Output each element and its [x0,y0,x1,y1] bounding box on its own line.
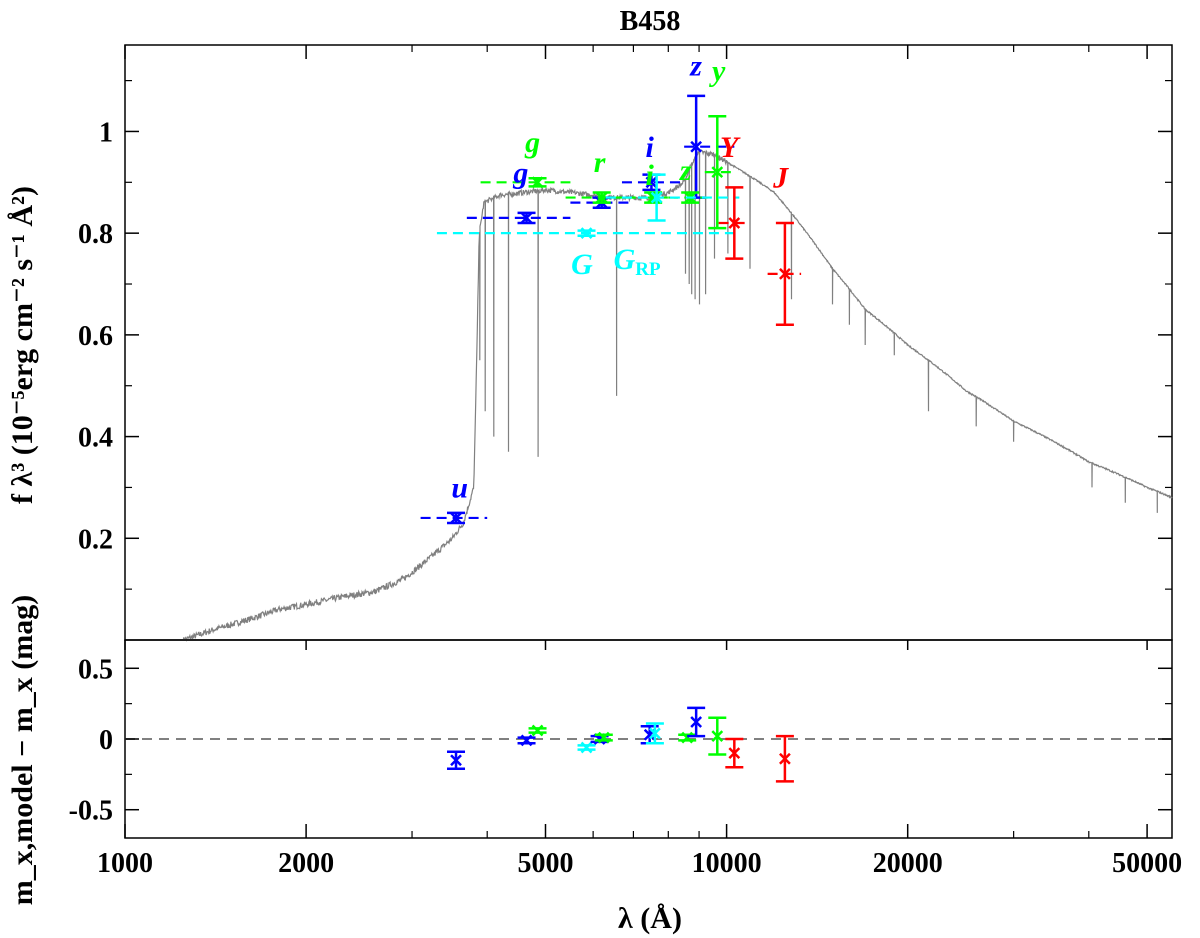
band-label: r [594,146,606,179]
band-label: GRP [614,243,661,280]
y-tick-label: 0.5 [78,654,113,685]
band-label: z [679,154,692,187]
residual-marker [728,747,741,760]
photometry-marker [690,140,703,153]
band-label: g [512,156,528,189]
residual-marker [649,727,661,740]
residual-marker [711,730,724,743]
bottom-y-axis-title: m_x,model − m_x (mag) [6,595,39,905]
x-axis-title: λ (Å) [618,902,682,935]
top-y-axis: 0.2 0.4 0.6 0.8 1 [78,79,1172,590]
residual-marker [580,741,593,754]
residual-marker [531,724,544,737]
photometry-marker [450,512,462,524]
y-tick-label: -0.5 [69,796,113,827]
top-y-axis-title: f λ³ (10⁻⁵erg cm⁻² s⁻¹ Å²) [6,186,39,504]
residual-marker [690,716,703,728]
photometry-marker [520,212,533,224]
photometry-marker [595,191,608,204]
chart-title: B458 [620,6,681,37]
y-tick-label: 0.6 [78,321,113,352]
photometry-marker [531,176,544,189]
residual-points [447,706,794,783]
x-tick-label: 50000 [1112,848,1182,879]
residual-marker [520,734,533,747]
band-label: g [524,126,540,159]
photometry-marker [779,267,791,280]
bottom-panel: 0.5 0 -0.5 [69,639,1173,839]
x-tick-label: 20000 [873,848,943,879]
photometry-marker [645,176,658,189]
y-tick-label: 0.4 [78,423,113,454]
y-tick-label: 0.2 [78,524,113,555]
y-tick-label: 0 [99,725,113,756]
photometry-marker [650,191,663,204]
band-label: i [646,131,655,164]
x-tick-label: 5000 [517,848,573,879]
band-label: Y [720,131,741,164]
band-label: y [709,55,726,88]
photometry-marker [711,166,724,179]
y-tick-label: 0.8 [78,219,113,250]
band-label: J [772,161,789,194]
residual-marker [681,731,694,744]
band-label: G [571,248,593,281]
bottom-y-axis: 0.5 0 -0.5 [69,654,1172,827]
band-label: u [451,472,468,505]
x-tick-label: 1000 [97,848,153,879]
photometry-marker [580,227,593,240]
model-spectrum [182,149,1173,642]
y-tick-label: 1 [99,117,113,148]
x-tick-label: 2000 [278,848,334,879]
residual-marker [779,752,791,765]
band-label: i [646,159,655,192]
spectrum-line [182,149,1173,642]
x-tick-label: 10000 [692,848,762,879]
residual-marker [450,754,462,767]
photometry-points [420,94,802,525]
photometry-marker [728,217,741,229]
band-label: z [689,50,702,83]
residual-marker [597,731,610,744]
x-axis: 1000 2000 5000 10000 20000 50000 [97,45,1182,879]
